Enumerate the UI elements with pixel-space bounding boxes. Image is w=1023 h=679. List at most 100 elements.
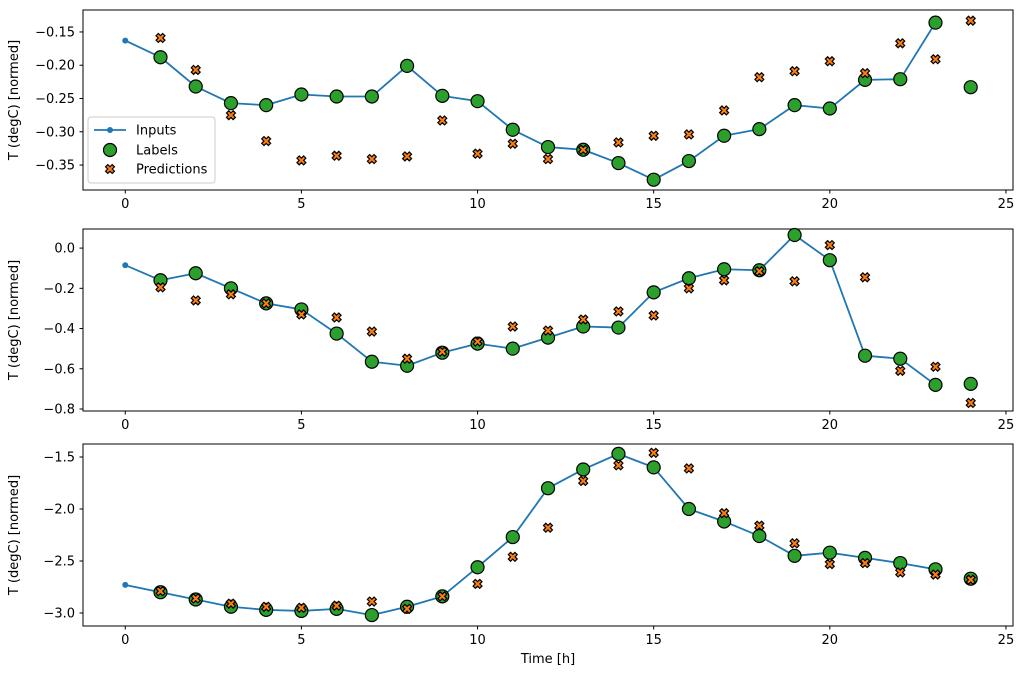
labels-marker (611, 155, 626, 171)
predictions-marker (613, 137, 624, 148)
predictions-marker (789, 538, 800, 549)
legend-box (87, 116, 216, 184)
labels-marker (681, 271, 697, 286)
predictions-marker (437, 346, 448, 357)
predictions-marker (437, 115, 448, 126)
labels-marker (435, 88, 450, 103)
x-axis-label: Time [h] (520, 652, 575, 667)
predictions-marker (260, 135, 272, 147)
predictions-marker (648, 130, 659, 142)
predictions-marker (260, 601, 272, 613)
y-tick-label: −0.20 (35, 59, 75, 74)
x-tick-label: 20 (822, 197, 839, 212)
predictions-marker (542, 522, 554, 534)
labels-marker (822, 101, 837, 116)
labels-marker (364, 89, 379, 104)
labels-marker (505, 341, 520, 356)
predictions-marker (507, 321, 519, 332)
y-axis-label: T (degC) [normed] (7, 475, 22, 596)
predictions-marker (824, 558, 836, 570)
labels-marker (294, 603, 309, 619)
y-tick-label: 0.0 (54, 242, 75, 257)
predictions-marker (542, 153, 554, 165)
y-tick-label: −0.4 (43, 322, 75, 337)
x-tick-label: 20 (822, 633, 839, 648)
predictions-marker (894, 37, 906, 49)
x-tick-label: 5 (297, 418, 305, 433)
legend-item-label: Inputs (136, 124, 177, 139)
x-tick-label: 25 (998, 197, 1015, 212)
labels-marker (259, 98, 274, 113)
labels-marker (822, 545, 837, 560)
subplot-3: −1.5 −2.0 −2.5 −3.0 0 5 10 15 20 25 T (degC) [norm… (7, 443, 1015, 648)
predictions-marker (331, 312, 342, 323)
predictions-marker (789, 65, 800, 77)
labels-marker (787, 98, 802, 113)
labels-marker (294, 87, 309, 102)
labels-marker (505, 529, 520, 545)
labels-marker (717, 262, 732, 277)
inputs-dot (122, 262, 129, 269)
predictions-marker (613, 306, 624, 317)
predictions-marker (296, 602, 307, 614)
predictions-marker (296, 309, 307, 320)
inputs-dot (122, 581, 129, 588)
y-tick-label: −3.0 (43, 607, 75, 622)
labels-marker (717, 514, 732, 529)
y-tick-label: −0.15 (35, 25, 75, 40)
labels-marker (822, 253, 837, 268)
labels-marker (787, 227, 802, 243)
predictions-marker (472, 578, 483, 590)
predictions-marker (648, 447, 659, 459)
predictions-marker (613, 460, 624, 471)
axes-box (82, 228, 1014, 412)
predictions-marker (824, 239, 836, 251)
x-tick-label: 15 (645, 197, 662, 212)
x-tick-label: 10 (469, 197, 486, 212)
predictions-marker (225, 598, 237, 609)
labels-marker (223, 96, 239, 111)
x-tick-label: 25 (998, 633, 1015, 648)
labels-marker (857, 348, 873, 363)
labels-marker (540, 139, 556, 155)
predictions-marker (190, 64, 202, 76)
labels-marker (717, 128, 732, 143)
labels-marker (188, 266, 203, 281)
labels-marker (928, 377, 943, 392)
predictions-marker (683, 463, 695, 474)
predictions-marker (260, 298, 272, 309)
predictions-marker (824, 55, 836, 67)
predictions-marker (155, 282, 166, 293)
predictions-marker (366, 326, 378, 337)
legend-item-label: Labels (136, 144, 178, 159)
predictions-marker (930, 53, 941, 65)
predictions-marker (507, 138, 519, 150)
labels-marker (681, 501, 697, 517)
x-tick-label: 5 (297, 197, 305, 212)
labels-marker (364, 354, 379, 369)
labels-marker (646, 172, 661, 187)
labels-marker (611, 320, 626, 335)
predictions-marker (718, 105, 730, 116)
x-tick-label: 10 (469, 633, 486, 648)
predictions-marker (859, 271, 871, 283)
predictions-marker (965, 15, 977, 26)
predictions-marker (894, 365, 906, 377)
legend-inputs-dot-icon (107, 127, 113, 133)
inputs-line (124, 234, 937, 386)
inputs-line (125, 452, 936, 616)
predictions-marker (894, 567, 906, 578)
labels-marker (505, 122, 520, 137)
y-tick-label: −0.30 (35, 125, 75, 140)
labels-marker (646, 460, 661, 475)
predictions-marker (366, 596, 378, 607)
y-tick-label: −0.6 (43, 362, 75, 377)
labels-marker (576, 462, 591, 477)
predictions-marker (190, 295, 202, 306)
x-tick-label: 0 (121, 633, 129, 648)
predictions-marker (859, 557, 871, 569)
predictions-marker (296, 155, 307, 166)
y-tick-label: −2.0 (43, 503, 75, 518)
predictions-marker (930, 569, 941, 580)
